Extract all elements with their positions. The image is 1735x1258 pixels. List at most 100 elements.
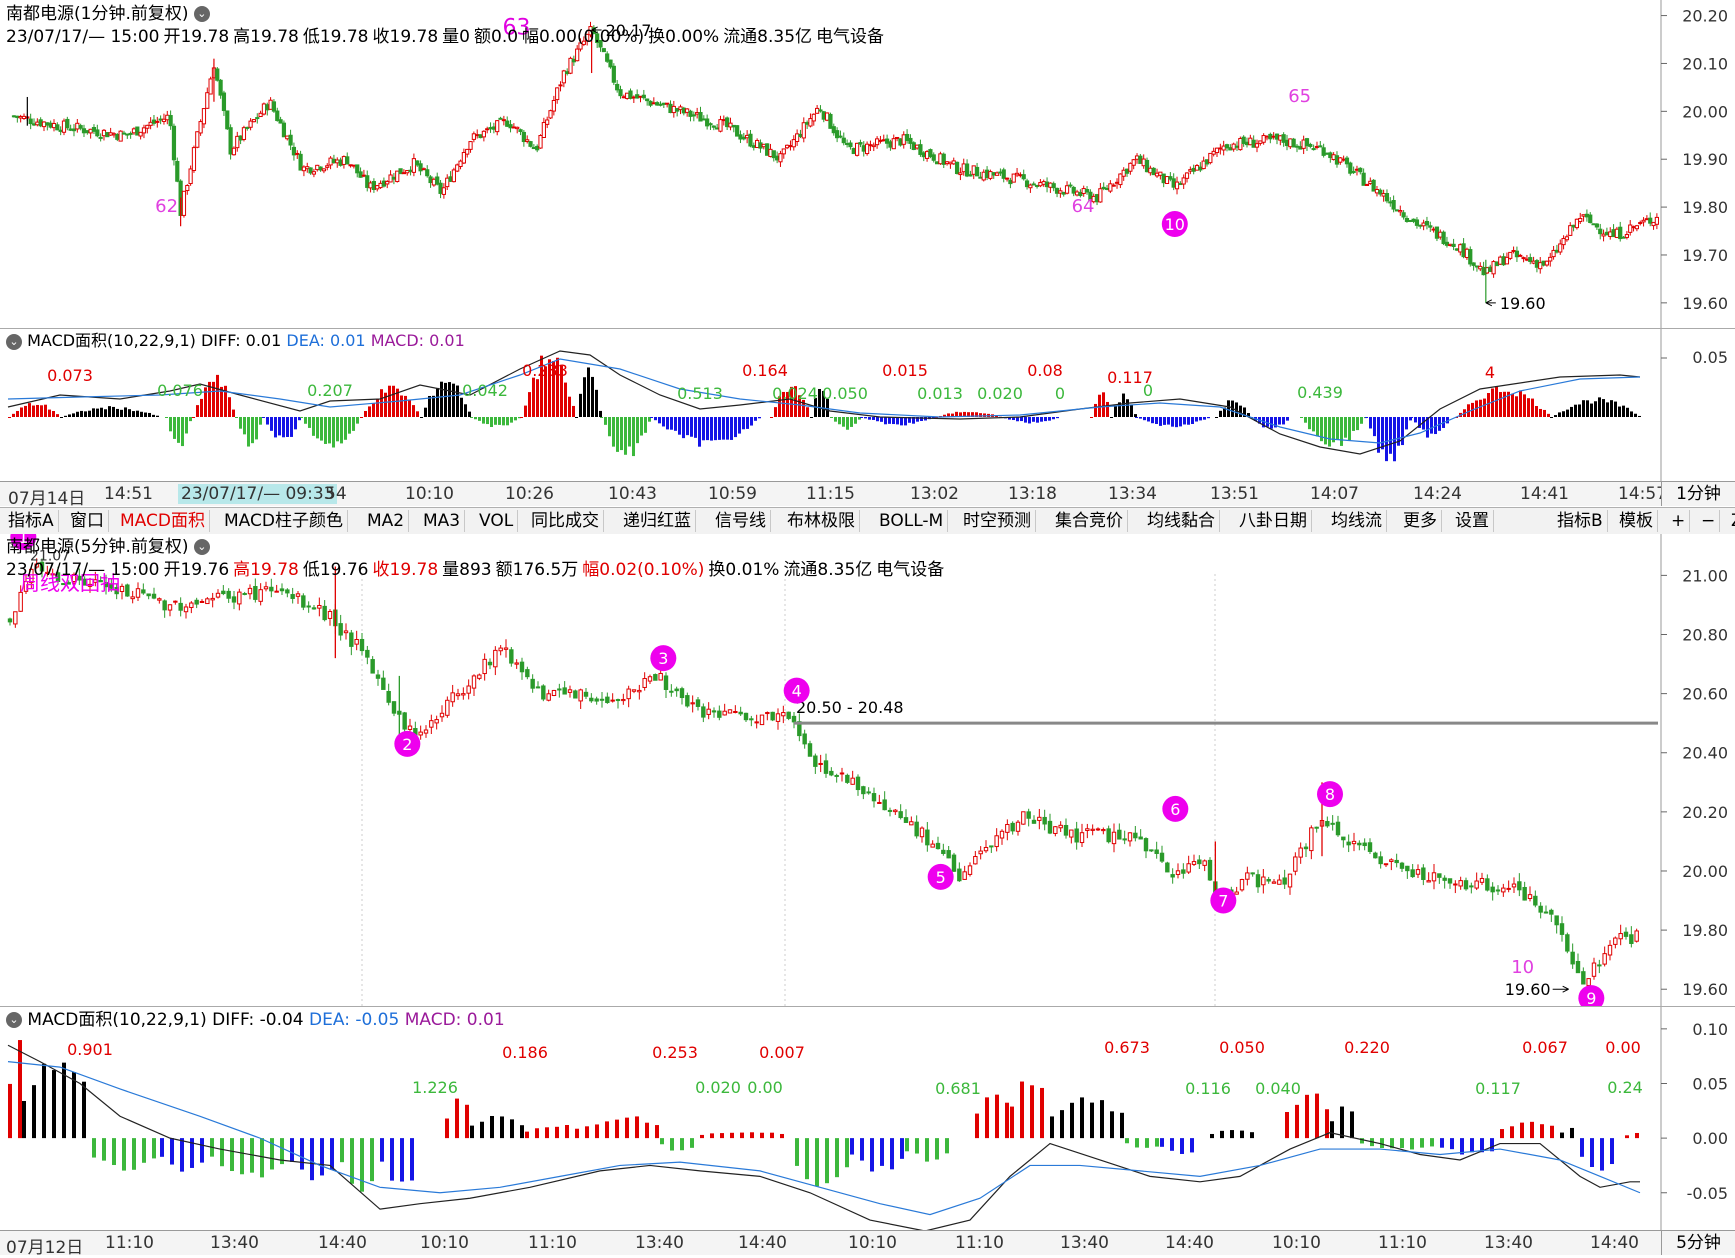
- candle-body: [1248, 137, 1253, 146]
- toolbar-button[interactable]: VOL: [475, 510, 519, 532]
- candle-body: [111, 133, 117, 136]
- macd-bar: [12, 413, 15, 417]
- candle-body: [429, 720, 434, 728]
- macd-bar: [1515, 396, 1518, 417]
- macd-bar: [738, 417, 741, 434]
- toolbar-button[interactable]: 同比成交: [527, 510, 604, 532]
- top-macd-panel[interactable]: 0.05 0.073 0.076 0.207 0.042 0.283 0.513 0.164 0…: [0, 328, 1735, 482]
- toolbar-button[interactable]: MA3: [419, 510, 466, 532]
- candle-body: [861, 145, 866, 152]
- macd-bar: [40, 405, 43, 417]
- macd-bar: [858, 417, 861, 420]
- toolbar-button[interactable]: BOLL-M: [875, 510, 949, 532]
- macd-bar: [1005, 1102, 1009, 1139]
- macd-area-label: 0.020: [695, 1078, 741, 1097]
- candle-body: [1181, 869, 1186, 874]
- macd-bar: [200, 398, 203, 417]
- macd-bar: [890, 1138, 894, 1170]
- toolbar-right-button[interactable]: 模板: [1615, 510, 1658, 532]
- candle-body: [1293, 856, 1298, 872]
- candle-body: [1351, 840, 1357, 845]
- top-price-chart[interactable]: 20.2020.1020.0019.9019.8019.7019.6062636…: [0, 0, 1735, 328]
- top-panel-info: 23/07/17/— 15:00 开19.78 高19.78 低19.78 收19.78…: [6, 27, 888, 47]
- toolbar-button[interactable]: 信号线: [711, 510, 771, 532]
- macd-bar: [1539, 408, 1542, 417]
- chevron-down-icon[interactable]: ⌄: [6, 1012, 22, 1028]
- candle-body: [1598, 228, 1603, 235]
- toolbar-button[interactable]: 布林极限: [783, 510, 860, 532]
- chevron-down-icon[interactable]: ⌄: [193, 539, 210, 555]
- candle-body: [1357, 842, 1362, 846]
- toolbar-button[interactable]: 时空预测: [959, 510, 1036, 532]
- candle-body: [565, 71, 570, 75]
- toolbar-button[interactable]: 集合竞价: [1051, 510, 1128, 532]
- macd-bar: [177, 417, 180, 443]
- candle-body: [818, 762, 823, 765]
- macd-bar: [868, 417, 871, 420]
- macd-bar: [470, 1125, 474, 1139]
- top-price-panel[interactable]: 20.20 20.10 20.00 19.90 19.80 19.70 19.60 62 63 6…: [0, 0, 1735, 328]
- candle-body: [1031, 183, 1036, 186]
- macd-bar: [1622, 405, 1625, 417]
- macd-bar: [560, 365, 563, 417]
- candle-body: [263, 586, 269, 590]
- candle-body: [941, 849, 946, 854]
- macd-bar: [400, 395, 403, 417]
- toolbar-button[interactable]: 均线黏合: [1143, 510, 1220, 532]
- toolbar-button[interactable]: 窗口: [66, 510, 109, 532]
- candle-body: [706, 708, 711, 715]
- toolbar-button[interactable]: MACD面积: [116, 510, 210, 532]
- candle-body: [961, 163, 966, 173]
- toolbar-button[interactable]: 指标A: [4, 510, 59, 532]
- candle-body: [721, 119, 726, 122]
- marker-number: 4: [792, 682, 802, 701]
- candle-body: [171, 125, 177, 161]
- macd-bar: [1179, 417, 1182, 427]
- candle-body: [589, 697, 594, 702]
- macd-bar: [320, 1138, 324, 1176]
- candle-body: [808, 118, 813, 127]
- bottom-macd-panel[interactable]: 0.10 0.05 0.00 -0.05 0.901 1.226 0.186 0.253 0.0…: [0, 1006, 1735, 1231]
- candle-body: [568, 57, 573, 74]
- toolbar-button[interactable]: 递归红蓝: [619, 510, 696, 532]
- macd-bar: [1325, 1109, 1329, 1139]
- macd-bar: [975, 412, 978, 417]
- macd-bar: [1187, 417, 1190, 425]
- macd-bar: [1135, 1138, 1139, 1148]
- bottom-period-label[interactable]: 5分钟: [1661, 1230, 1735, 1255]
- toolbar-right-button[interactable]: −: [1697, 510, 1721, 532]
- macd-bar: [1450, 1138, 1454, 1150]
- candle-body: [1325, 821, 1330, 827]
- macd-bar: [822, 390, 825, 417]
- dea-line: [7, 1061, 1641, 1216]
- bottom-price-panel[interactable]: 21.00 20.80 20.60 20.40 20.20 20.00 19.80 19.60…: [0, 534, 1735, 1006]
- candle-body: [265, 104, 270, 111]
- toolbar-button[interactable]: MA2: [363, 510, 410, 532]
- candle-body: [1101, 186, 1106, 190]
- candle-body: [1314, 826, 1319, 829]
- top-period-label[interactable]: 1分钟: [1661, 481, 1735, 506]
- toolbar-button[interactable]: MACD柱子颜色: [220, 510, 348, 532]
- candle-body: [55, 572, 61, 582]
- macd-area-label: 0.076: [157, 381, 203, 400]
- bottom-price-chart[interactable]: 21.0020.8020.6020.4020.2020.0019.8019.60…: [0, 534, 1735, 1006]
- macd-bar: [932, 417, 935, 418]
- toolbar-button[interactable]: 八卦日期: [1235, 510, 1312, 532]
- chevron-down-icon[interactable]: ⌄: [6, 333, 22, 350]
- toolbar-button[interactable]: 更多: [1399, 510, 1442, 532]
- toolbar-right-button[interactable]: Z: [1727, 510, 1735, 532]
- macd-bar: [310, 1138, 314, 1181]
- chevron-down-icon[interactable]: ⌄: [193, 6, 210, 22]
- toolbar-right-button[interactable]: 指标B: [1553, 510, 1608, 532]
- candle-body: [1041, 181, 1046, 185]
- candle-body: [1654, 216, 1659, 225]
- toolbar-button[interactable]: 设置: [1451, 510, 1494, 532]
- macd-bar: [1401, 417, 1404, 446]
- macd-bar: [967, 412, 970, 417]
- toolbar-button[interactable]: 均线流: [1327, 510, 1387, 532]
- toolbar-right-button[interactable]: +: [1667, 510, 1691, 532]
- candle-body: [962, 871, 967, 880]
- annotation-label: 62: [155, 196, 178, 217]
